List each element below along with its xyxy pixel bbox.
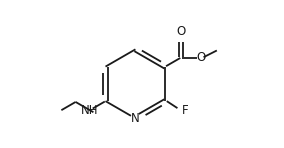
Text: N: N (131, 112, 140, 125)
Text: F: F (182, 104, 189, 117)
Text: O: O (176, 25, 186, 38)
Text: O: O (196, 51, 205, 64)
Text: NH: NH (81, 104, 99, 117)
